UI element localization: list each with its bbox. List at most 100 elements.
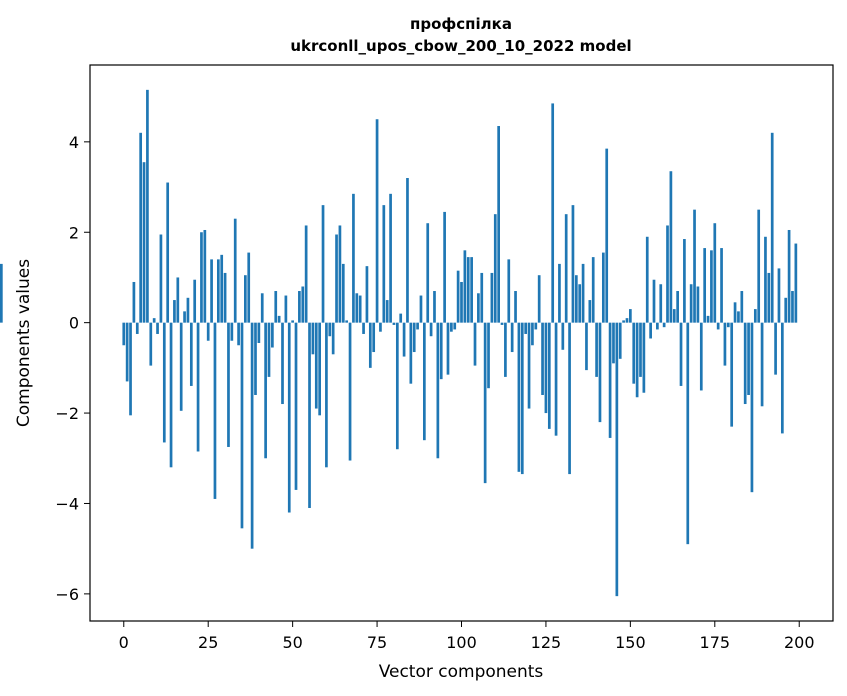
bar: [618, 322, 622, 359]
bar: [777, 268, 781, 323]
bar: [352, 193, 355, 323]
bar: [341, 263, 345, 323]
bar: [146, 89, 149, 323]
bar: [223, 272, 227, 323]
bar: [0, 263, 3, 323]
bar: [784, 297, 788, 323]
bar: [216, 259, 220, 323]
bar: [233, 218, 237, 323]
bar: [693, 209, 696, 323]
bar: [723, 322, 727, 366]
bar: [726, 322, 730, 328]
bar: [362, 322, 365, 334]
y-axis-label: Components values: [14, 259, 34, 427]
bar: [267, 322, 271, 377]
bar: [629, 309, 632, 323]
bar: [534, 322, 538, 330]
bar: [409, 322, 413, 384]
bar: [304, 225, 308, 323]
bar: [200, 232, 203, 323]
bar: [129, 322, 132, 416]
bar: [446, 322, 450, 375]
bar: [780, 322, 784, 434]
plot-frame: [89, 64, 834, 622]
bar: [389, 193, 392, 323]
bar: [193, 279, 197, 323]
bar: [720, 248, 723, 323]
bar: [588, 300, 592, 323]
bar: [210, 259, 213, 323]
bar: [601, 252, 605, 323]
bar: [149, 322, 153, 366]
bar: [737, 311, 740, 323]
bar: [639, 322, 642, 377]
bar: [399, 313, 403, 323]
bar: [281, 322, 284, 405]
bar: [612, 322, 615, 364]
bar: [561, 322, 565, 350]
bar: [578, 284, 582, 323]
bar: [520, 322, 524, 475]
bar: [706, 315, 710, 323]
bar: [662, 322, 666, 328]
y-tick-label: −2: [55, 404, 79, 423]
x-tick-label: 0: [119, 633, 129, 652]
bar: [220, 254, 224, 323]
bar: [598, 322, 602, 423]
bar: [490, 272, 494, 323]
bar: [152, 318, 156, 323]
bar: [456, 270, 460, 323]
bar: [635, 322, 639, 398]
bar: [426, 223, 430, 323]
bar: [656, 322, 659, 330]
bar: [321, 205, 325, 323]
bar: [466, 257, 470, 323]
bar: [504, 322, 507, 377]
bar: [166, 182, 170, 323]
bar: [439, 322, 443, 380]
bar: [531, 322, 534, 346]
bar: [767, 272, 771, 323]
bar: [757, 209, 761, 323]
bar: [328, 322, 332, 337]
bar: [419, 295, 423, 323]
bar: [547, 322, 551, 429]
bar: [649, 322, 652, 339]
bar: [507, 259, 511, 323]
bar: [395, 322, 399, 450]
y-tick-label: 4: [69, 133, 79, 152]
bar: [284, 295, 288, 323]
bar: [156, 322, 159, 334]
bar: [487, 322, 490, 389]
bar: [301, 286, 305, 323]
bar: [189, 322, 193, 386]
bar: [314, 322, 318, 409]
bar: [493, 214, 497, 323]
bar: [689, 284, 693, 323]
bar: [433, 291, 436, 323]
bar: [497, 126, 500, 323]
x-tick-label: 25: [198, 633, 218, 652]
bar: [247, 252, 251, 323]
bar: [686, 322, 690, 545]
x-tick-label: 175: [700, 633, 731, 652]
bar: [318, 322, 321, 416]
bar: [196, 322, 200, 452]
bar: [710, 250, 713, 323]
bar: [733, 302, 737, 323]
bar: [203, 229, 207, 323]
bar: [335, 234, 338, 323]
bar: [760, 322, 764, 407]
bar: [483, 322, 487, 484]
bar: [179, 322, 183, 411]
bar: [213, 322, 217, 499]
bar: [186, 297, 190, 323]
bar: [477, 293, 480, 323]
bar: [652, 279, 656, 323]
x-tick-label: 150: [615, 633, 646, 652]
bar: [287, 322, 291, 513]
y-tick-label: 2: [69, 223, 79, 242]
bar: [554, 322, 558, 436]
bar: [240, 322, 244, 529]
bar: [669, 171, 673, 323]
